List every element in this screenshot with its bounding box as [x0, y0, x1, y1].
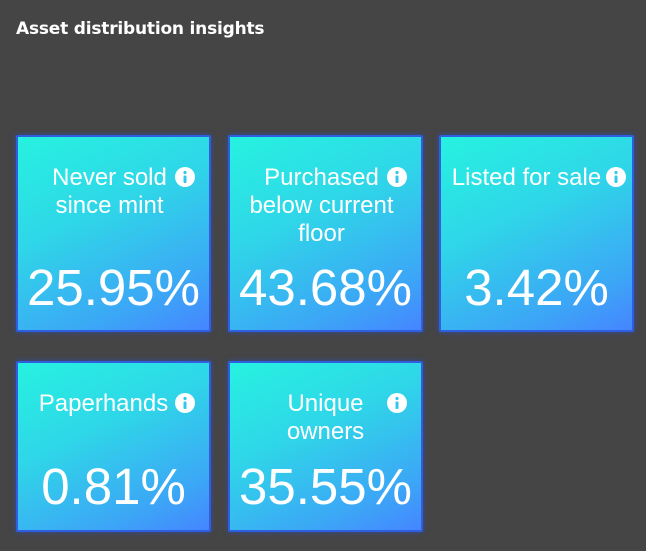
info-icon[interactable]	[174, 392, 196, 414]
card-value: 0.81%	[41, 458, 186, 515]
info-icon[interactable]	[386, 166, 408, 188]
insight-card-unique-owners: Unique owners 35.55%	[228, 361, 423, 532]
info-icon[interactable]	[386, 392, 408, 414]
card-label: Unique owners	[286, 390, 365, 445]
card-value: 25.95%	[27, 259, 200, 316]
card-value: 35.55%	[239, 458, 412, 515]
card-label: Listed for sale	[451, 164, 602, 191]
card-label: Paperhands	[38, 390, 169, 417]
insight-card-purchased-below-floor: Purchased below current floor 43.68%	[228, 135, 423, 332]
card-value: 3.42%	[464, 259, 609, 316]
insight-card-never-sold: Never sold since mint 25.95%	[16, 135, 211, 332]
page-title: Asset distribution insights	[16, 19, 265, 39]
card-value: 43.68%	[239, 259, 412, 316]
card-label: Purchased below current floor	[249, 164, 394, 247]
info-icon[interactable]	[174, 166, 196, 188]
info-icon[interactable]	[605, 166, 627, 188]
insight-card-paperhands: Paperhands 0.81%	[16, 361, 211, 532]
card-label: Never sold since mint	[52, 164, 167, 219]
insight-card-listed-for-sale: Listed for sale 3.42%	[439, 135, 634, 332]
